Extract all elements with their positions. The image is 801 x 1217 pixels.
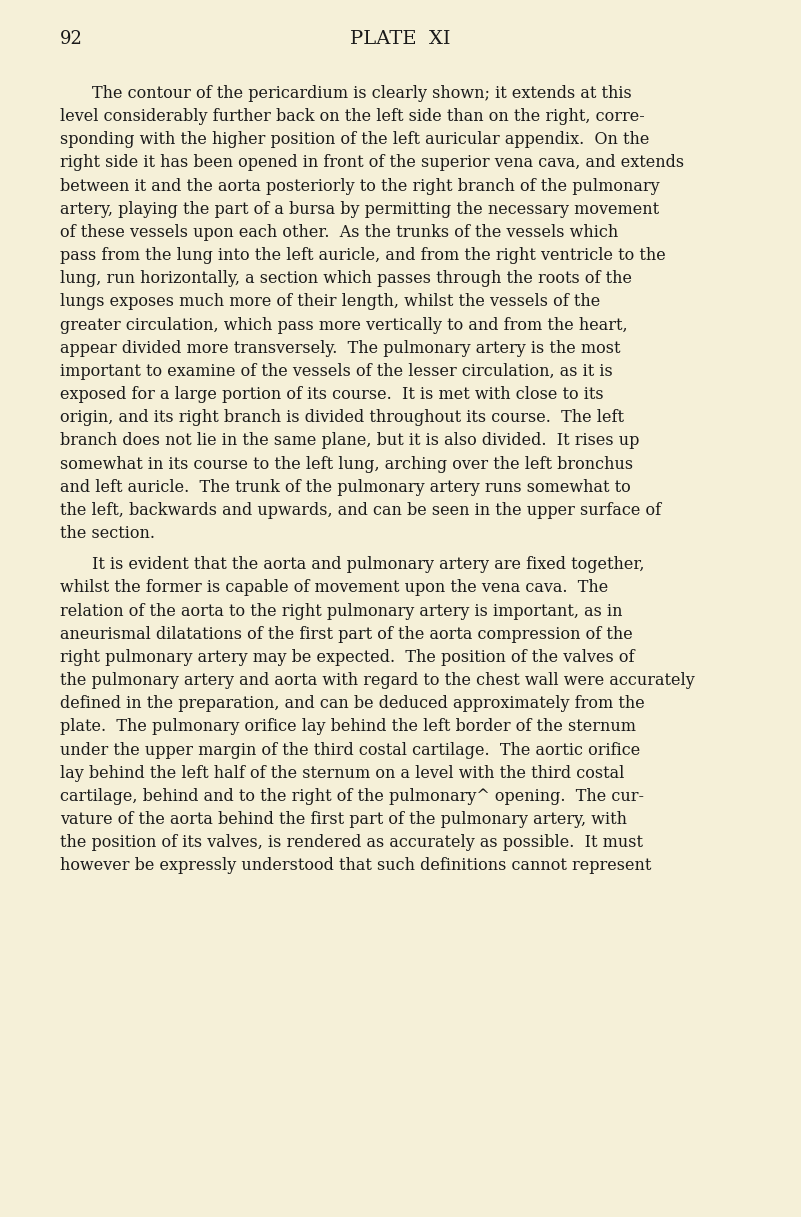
Text: right pulmonary artery may be expected.  The position of the valves of: right pulmonary artery may be expected. … [60, 649, 634, 666]
Text: lung, run horizontally, a section which passes through the roots of the: lung, run horizontally, a section which … [60, 270, 632, 287]
Text: 92: 92 [60, 30, 83, 47]
Text: plate.  The pulmonary orifice lay behind the left border of the sternum: plate. The pulmonary orifice lay behind … [60, 718, 636, 735]
Text: artery, playing the part of a bursa by permitting the necessary movement: artery, playing the part of a bursa by p… [60, 201, 659, 218]
Text: somewhat in its course to the left lung, arching over the left bronchus: somewhat in its course to the left lung,… [60, 455, 633, 472]
Text: level considerably further back on the left side than on the right, corre-: level considerably further back on the l… [60, 108, 645, 125]
Text: lay behind the left half of the sternum on a level with the third costal: lay behind the left half of the sternum … [60, 764, 624, 781]
Text: branch does not lie in the same plane, but it is also divided.  It rises up: branch does not lie in the same plane, b… [60, 432, 639, 449]
Text: exposed for a large portion of its course.  It is met with close to its: exposed for a large portion of its cours… [60, 386, 604, 403]
Text: important to examine of the vessels of the lesser circulation, as it is: important to examine of the vessels of t… [60, 363, 613, 380]
Text: and left auricle.  The trunk of the pulmonary artery runs somewhat to: and left auricle. The trunk of the pulmo… [60, 478, 630, 495]
Text: lungs exposes much more of their length, whilst the vessels of the: lungs exposes much more of their length,… [60, 293, 600, 310]
Text: however be expressly understood that such definitions cannot represent: however be expressly understood that suc… [60, 858, 651, 874]
Text: cartilage, behind and to the right of the pulmonary^ opening.  The cur-: cartilage, behind and to the right of th… [60, 787, 644, 804]
Text: It is evident that the aorta and pulmonary artery are fixed together,: It is evident that the aorta and pulmona… [92, 556, 645, 573]
Text: aneurismal dilatations of the first part of the aorta compression of the: aneurismal dilatations of the first part… [60, 626, 633, 643]
Text: sponding with the higher position of the left auricular appendix.  On the: sponding with the higher position of the… [60, 131, 650, 148]
Text: under the upper margin of the third costal cartilage.  The aortic orifice: under the upper margin of the third cost… [60, 741, 640, 758]
Text: the left, backwards and upwards, and can be seen in the upper surface of: the left, backwards and upwards, and can… [60, 501, 661, 518]
Text: appear divided more transversely.  The pulmonary artery is the most: appear divided more transversely. The pu… [60, 340, 621, 357]
Text: right side it has been opened in front of the superior vena cava, and extends: right side it has been opened in front o… [60, 155, 684, 172]
Text: whilst the former is capable of movement upon the vena cava.  The: whilst the former is capable of movement… [60, 579, 608, 596]
Text: of these vessels upon each other.  As the trunks of the vessels which: of these vessels upon each other. As the… [60, 224, 618, 241]
Text: vature of the aorta behind the first part of the pulmonary artery, with: vature of the aorta behind the first par… [60, 811, 627, 828]
Text: relation of the aorta to the right pulmonary artery is important, as in: relation of the aorta to the right pulmo… [60, 602, 622, 619]
Text: the pulmonary artery and aorta with regard to the chest wall were accurately: the pulmonary artery and aorta with rega… [60, 672, 694, 689]
Text: the position of its valves, is rendered as accurately as possible.  It must: the position of its valves, is rendered … [60, 834, 643, 851]
Text: pass from the lung into the left auricle, and from the right ventricle to the: pass from the lung into the left auricle… [60, 247, 666, 264]
Text: defined in the preparation, and can be deduced approximately from the: defined in the preparation, and can be d… [60, 695, 645, 712]
Text: PLATE  XI: PLATE XI [350, 30, 451, 47]
Text: greater circulation, which pass more vertically to and from the heart,: greater circulation, which pass more ver… [60, 316, 628, 333]
Text: between it and the aorta posteriorly to the right branch of the pulmonary: between it and the aorta posteriorly to … [60, 178, 660, 195]
Text: the section.: the section. [60, 525, 155, 542]
Text: origin, and its right branch is divided throughout its course.  The left: origin, and its right branch is divided … [60, 409, 624, 426]
Text: The contour of the pericardium is clearly shown; it extends at this: The contour of the pericardium is clearl… [92, 85, 632, 102]
